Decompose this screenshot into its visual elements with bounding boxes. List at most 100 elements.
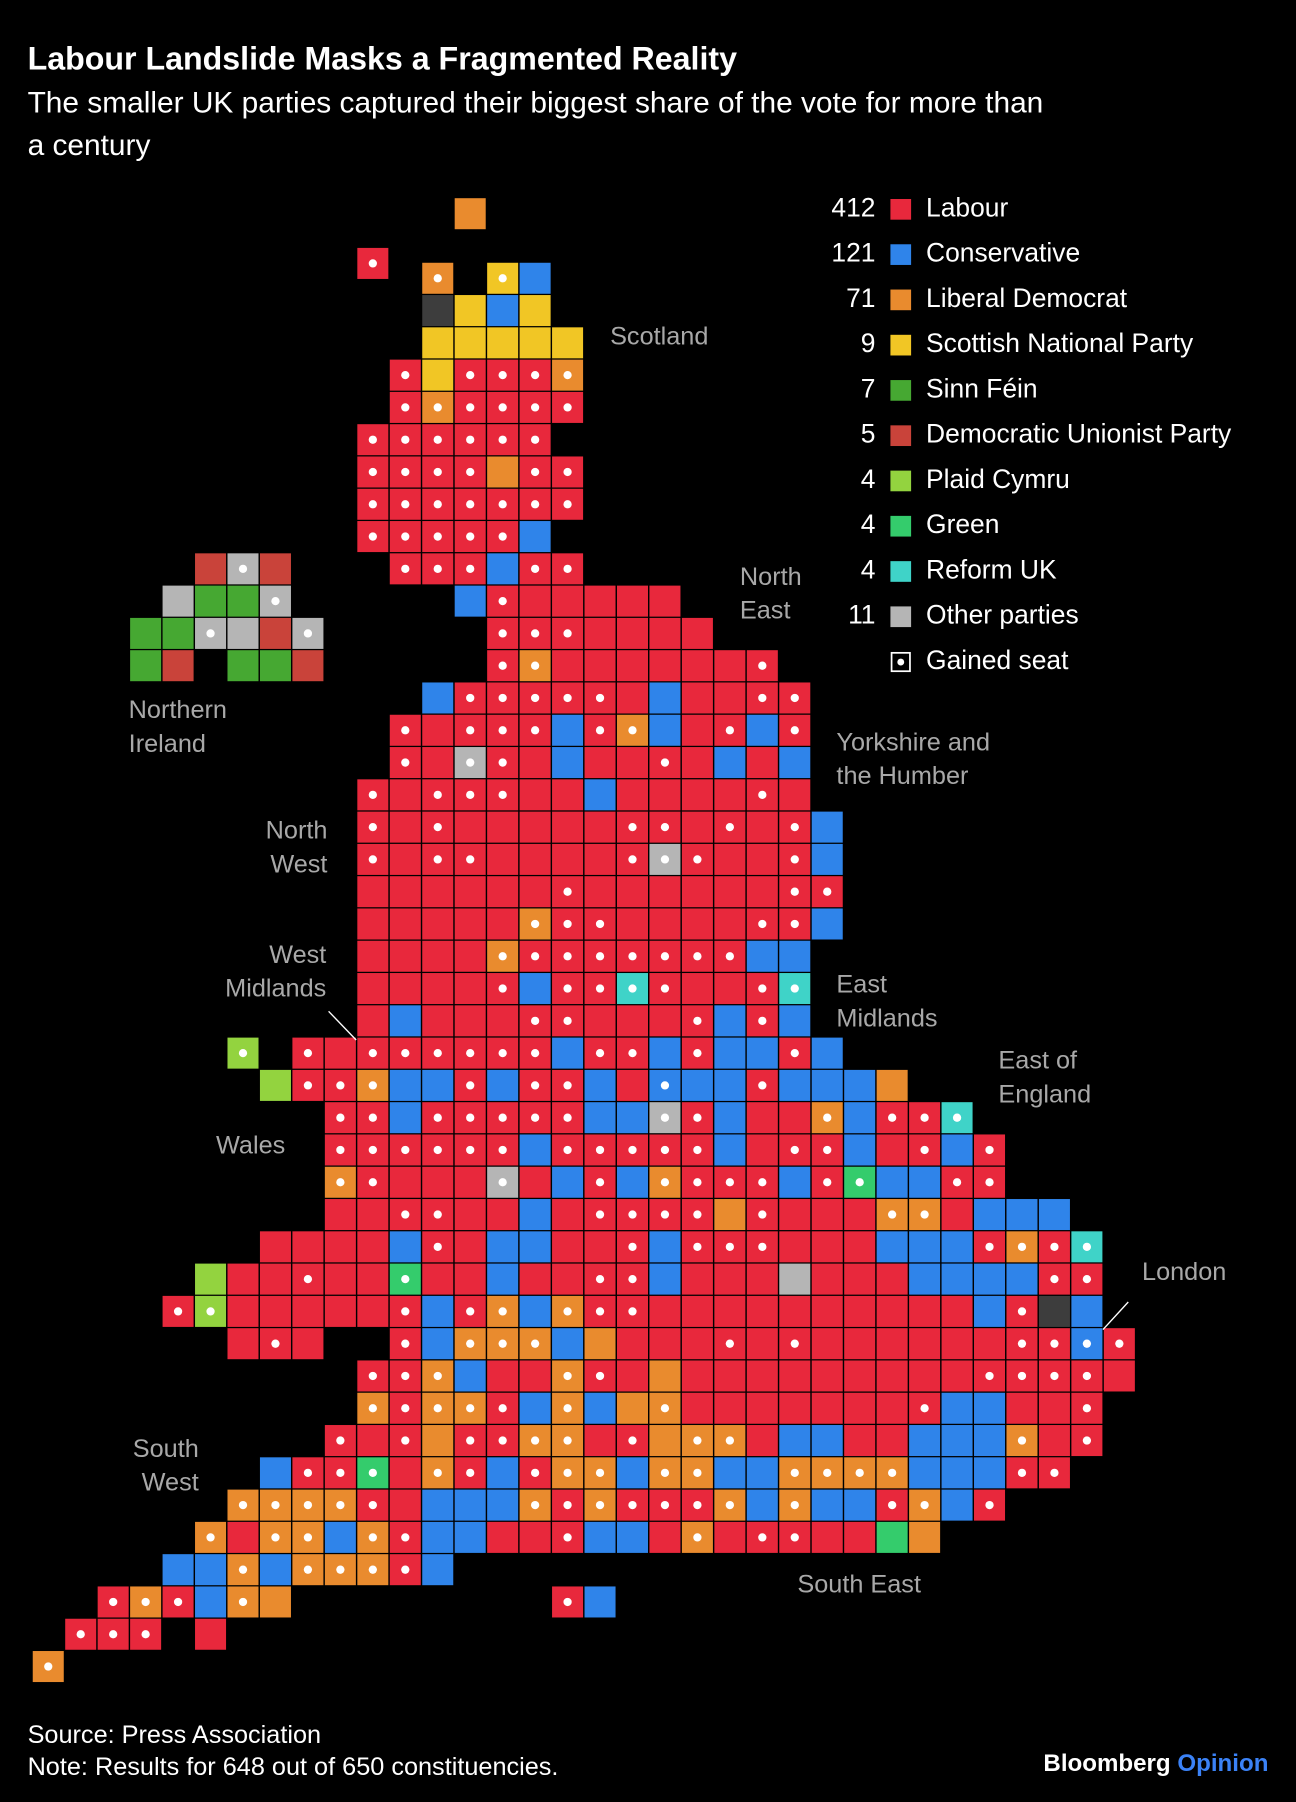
- gained-dot: [563, 984, 572, 993]
- constituency: [389, 973, 421, 1005]
- gained-dot: [271, 1533, 280, 1542]
- constituency: [746, 1457, 778, 1489]
- gained-dot: [433, 1371, 442, 1381]
- gained-dot: [563, 467, 572, 477]
- gained-dot: [303, 1468, 313, 1477]
- gained-dot: [498, 1113, 507, 1122]
- gained-dot: [758, 1016, 767, 1025]
- gained-dot: [466, 370, 475, 380]
- gained-dot: [368, 1113, 377, 1122]
- constituency: [909, 1521, 941, 1553]
- gained-dot: [466, 1048, 475, 1058]
- gained-dot: [303, 1081, 313, 1090]
- constituency: [844, 1360, 876, 1392]
- constituency: [454, 1489, 486, 1521]
- constituency: [422, 940, 454, 972]
- constituency: [909, 1425, 941, 1457]
- gained-dot: [790, 1500, 799, 1510]
- gained-dot: [595, 1210, 605, 1219]
- gained-dot: [433, 1468, 442, 1477]
- gained-dot: [693, 1016, 702, 1025]
- constituency: [616, 585, 648, 617]
- constituency: [584, 1102, 616, 1134]
- brand-suffix: Opinion: [1177, 1750, 1268, 1777]
- gained-dot: [790, 919, 799, 929]
- gained-dot: [1017, 1307, 1027, 1316]
- constituency: [616, 908, 648, 940]
- gained-dot: [530, 1081, 540, 1090]
- constituency: [422, 1069, 454, 1101]
- gained-dot: [725, 952, 734, 961]
- constituency: [389, 908, 421, 940]
- constituency: [259, 1263, 291, 1295]
- constituency: [357, 1231, 389, 1263]
- constituency: [552, 585, 584, 617]
- constituency: [422, 1554, 454, 1586]
- gained-dot: [238, 564, 248, 573]
- gained-dot: [368, 1500, 377, 1510]
- constituency: [649, 682, 681, 714]
- gained-dot: [530, 1113, 540, 1122]
- constituency: [487, 1489, 519, 1521]
- gained-dot: [238, 1565, 248, 1574]
- constituency: [487, 1360, 519, 1392]
- gained-dot: [985, 1371, 994, 1381]
- constituency: [974, 1328, 1006, 1360]
- constituency: [487, 456, 519, 488]
- constituency: [552, 1263, 584, 1295]
- constituency: [519, 327, 551, 359]
- gained-dot: [173, 1307, 183, 1316]
- constituency: [616, 876, 648, 908]
- gained-dot: [433, 532, 442, 541]
- constituency: [779, 1425, 811, 1457]
- constituency: [714, 843, 746, 875]
- gained-dot: [628, 984, 637, 993]
- constituency: [259, 650, 291, 682]
- gained-dot: [401, 532, 410, 541]
- gained-dot: [952, 1113, 962, 1122]
- gained-dot: [1082, 1436, 1092, 1445]
- constituency: [519, 295, 551, 327]
- constituency: [357, 1425, 389, 1457]
- gained-dot: [660, 984, 670, 993]
- constituency: [681, 1360, 713, 1392]
- gained-dot: [563, 1371, 572, 1381]
- gained-dot: [466, 1339, 475, 1348]
- constituency: [487, 1069, 519, 1101]
- gained-dot: [368, 790, 377, 799]
- constituency: [519, 843, 551, 875]
- constituency: [259, 1457, 291, 1489]
- gained-dot: [660, 1210, 670, 1219]
- gained-dot: [563, 564, 572, 573]
- legend-swatch: [890, 470, 912, 492]
- gained-dot: [628, 1436, 637, 1445]
- gained-dot: [563, 1404, 572, 1413]
- leader-line: [1102, 1301, 1129, 1331]
- gained-dot: [498, 1145, 507, 1155]
- gained-dot: [563, 1468, 572, 1477]
- constituency: [487, 295, 519, 327]
- gained-dot: [888, 1113, 897, 1122]
- constituency: [519, 1231, 551, 1263]
- gained-dot: [498, 1339, 507, 1348]
- constituency: [422, 682, 454, 714]
- gained-dot: [888, 1468, 897, 1477]
- constituency: [681, 714, 713, 746]
- constituency: [1038, 1199, 1070, 1231]
- constituency: [584, 747, 616, 779]
- constituency: [519, 973, 551, 1005]
- gained-dot: [530, 952, 540, 961]
- gained-dot: [336, 1565, 345, 1574]
- constituency: [941, 1489, 973, 1521]
- constituency: [649, 876, 681, 908]
- constituency: [487, 843, 519, 875]
- gained-dot: [660, 1145, 670, 1155]
- gained-dot: [401, 467, 410, 477]
- gained-dot: [790, 855, 799, 864]
- legend: 412 Labour 121 Conservative 71 Liberal Democr…: [831, 192, 1232, 675]
- constituency: [909, 1328, 941, 1360]
- constituency: [422, 714, 454, 746]
- region-label: Midlands: [836, 1005, 937, 1033]
- constituency: [454, 585, 486, 617]
